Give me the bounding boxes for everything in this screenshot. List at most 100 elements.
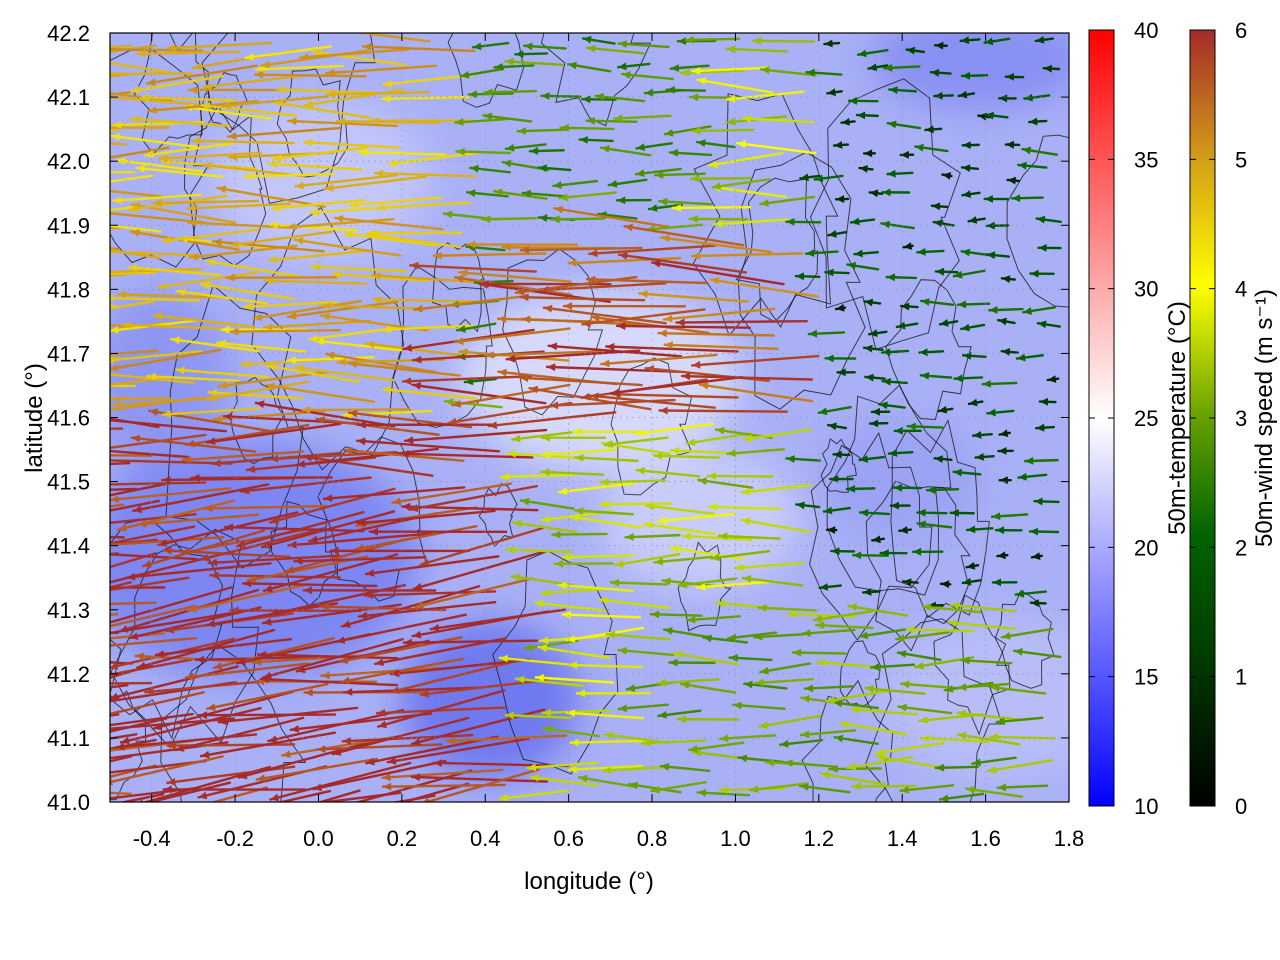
- wind-vector-head: [741, 517, 751, 526]
- wind-vector: [986, 759, 1053, 773]
- wind-colorbar-ticks: 0 1 2 3 4 5 6: [1190, 18, 1247, 819]
- wind-vector-head: [896, 321, 906, 330]
- wind-vector-head: [391, 686, 400, 694]
- wind-vector-head: [373, 295, 382, 304]
- wind-vector-head: [502, 243, 511, 252]
- wind-vector-head: [642, 739, 651, 747]
- wind-vector-head: [685, 35, 694, 44]
- wind-vector-head: [158, 282, 168, 290]
- wind-vector-head: [606, 631, 615, 639]
- wind-vector: [956, 733, 1021, 746]
- wind-vector-head: [128, 264, 137, 272]
- wind-vector-head: [836, 195, 845, 203]
- wind-vector: [717, 534, 781, 540]
- wind-vector-head: [443, 210, 453, 219]
- wind-vector: [685, 432, 753, 445]
- wind-vector-head: [444, 398, 454, 406]
- wind-vector: [110, 350, 202, 362]
- wind-vector-head: [864, 149, 873, 158]
- wind-vector: [550, 217, 605, 221]
- wind-vector-head: [238, 771, 248, 780]
- wind-vector: [455, 150, 512, 155]
- wind-vector-head: [719, 734, 729, 743]
- wind-vector: [152, 199, 260, 205]
- wind-vector-head: [217, 185, 227, 194]
- wind-vector-head: [575, 454, 584, 462]
- wind-vector-head: [190, 817, 199, 825]
- wind-vector-head: [871, 407, 880, 416]
- wind-vector: [381, 768, 504, 779]
- wind-vector-head: [372, 272, 381, 280]
- wind-vector-head: [77, 628, 86, 636]
- wind-vector-head: [996, 526, 1005, 535]
- wind-vector: [569, 739, 646, 744]
- wind-vector-head: [876, 748, 885, 756]
- wind-vector: [617, 703, 669, 711]
- wind-vector: [663, 343, 779, 351]
- wind-vector-head: [792, 648, 802, 657]
- wind-vector: [110, 586, 234, 624]
- wind-vector: [451, 383, 571, 407]
- wind-vector-head: [610, 578, 620, 587]
- wind-vector-head: [484, 88, 493, 97]
- wind-vector-head: [847, 261, 857, 270]
- wind-vector-head: [806, 68, 815, 77]
- wind-vector: [399, 452, 534, 459]
- wind-vector-head: [162, 236, 171, 244]
- wind-vector-head: [600, 478, 609, 486]
- wind-vector-head: [131, 434, 141, 443]
- wind-vector: [707, 505, 782, 511]
- wind-vector-head: [554, 205, 564, 214]
- wind-vector: [990, 686, 1047, 695]
- wind-vector-head: [366, 757, 375, 766]
- wind-vector-head: [326, 68, 335, 77]
- wind-vector-head: [381, 94, 391, 103]
- wind-vector-head: [98, 809, 107, 817]
- wind-vector-head: [136, 164, 145, 173]
- wind-vector-head: [605, 731, 614, 740]
- y-tick-label: 41.1: [47, 726, 90, 751]
- wind-vector: [110, 712, 194, 727]
- wind-vector: [443, 400, 503, 409]
- wind-vector-head: [309, 334, 319, 343]
- x-tick-label: -0.2: [216, 826, 254, 851]
- contour-line: [826, 384, 952, 596]
- wind-vector-head: [60, 386, 69, 394]
- wind-vector: [551, 532, 608, 536]
- wind-vector-head: [863, 588, 872, 596]
- wind-vector: [921, 605, 982, 614]
- wind-vector-head: [159, 154, 168, 163]
- wind-vector-head: [207, 394, 216, 402]
- wind-vector-head: [290, 725, 300, 733]
- wind-vector-head: [759, 721, 769, 730]
- wind-colorbar-label: 50m-wind speed (m s⁻¹): [1251, 289, 1278, 547]
- wind-vector-head: [273, 154, 282, 162]
- wind-vector: [492, 190, 548, 200]
- wind-vector: [635, 422, 714, 436]
- wind-vector: [354, 769, 473, 802]
- wind-vector-head: [317, 745, 326, 753]
- y-tick-label: 41.3: [47, 598, 90, 623]
- wind-vector-head: [958, 683, 967, 691]
- wind-vector: [152, 690, 294, 730]
- wind-vector-head: [363, 42, 372, 51]
- wind-vector-head: [840, 720, 849, 729]
- wind-vector-head: [512, 434, 521, 443]
- y-tick-label: 41.0: [47, 790, 90, 815]
- wind-vector-head: [269, 160, 278, 168]
- wind-vector: [401, 375, 533, 383]
- wind-vector: [429, 608, 566, 631]
- wind-vector: [798, 784, 851, 794]
- wind-vector: [229, 329, 342, 333]
- wind-vector: [110, 717, 168, 733]
- wind-vector-head: [335, 214, 344, 223]
- wind-vector-head: [625, 533, 634, 541]
- wind-vector-head: [348, 360, 358, 369]
- wind-vector-head: [989, 306, 998, 314]
- wind-vector-head: [149, 408, 158, 416]
- wind-vector-head: [263, 671, 272, 680]
- wind-vector-head: [859, 165, 868, 173]
- wind-vector-head: [423, 797, 430, 802]
- wind-vector-head: [823, 506, 833, 515]
- wind-vector: [553, 207, 670, 228]
